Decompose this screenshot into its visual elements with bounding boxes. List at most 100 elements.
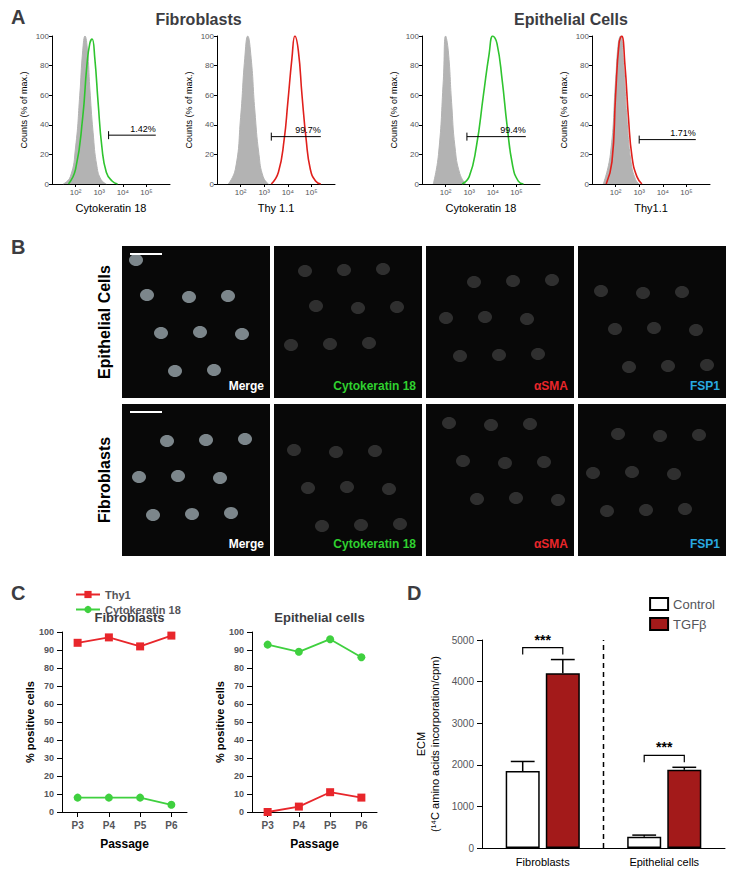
svg-text:αSMA: αSMA xyxy=(534,379,568,393)
svg-text:80: 80 xyxy=(410,61,419,70)
svg-text:D: D xyxy=(407,582,421,604)
svg-text:Fibroblasts: Fibroblasts xyxy=(94,610,164,625)
svg-text:40: 40 xyxy=(44,735,54,745)
svg-text:Passage: Passage xyxy=(290,837,339,851)
svg-text:***: *** xyxy=(535,632,552,648)
svg-text:60: 60 xyxy=(234,699,244,709)
svg-text:Counts (% of max.): Counts (% of max.) xyxy=(184,71,194,148)
svg-text:90: 90 xyxy=(234,645,244,655)
svg-text:10⁵: 10⁵ xyxy=(510,188,522,197)
svg-text:10²: 10² xyxy=(235,188,247,197)
svg-text:99.7%: 99.7% xyxy=(295,125,321,135)
svg-text:70: 70 xyxy=(234,681,244,691)
svg-text:0: 0 xyxy=(45,180,50,189)
svg-text:100: 100 xyxy=(39,627,54,637)
svg-text:1.42%: 1.42% xyxy=(130,124,156,134)
svg-text:C: C xyxy=(11,582,25,604)
svg-text:80: 80 xyxy=(580,61,589,70)
svg-text:10³: 10³ xyxy=(633,188,645,197)
svg-text:60: 60 xyxy=(410,91,419,100)
svg-text:30: 30 xyxy=(234,753,244,763)
svg-text:% positive cells: % positive cells xyxy=(214,681,226,763)
svg-text:99.4%: 99.4% xyxy=(500,125,526,135)
svg-text:70: 70 xyxy=(44,681,54,691)
svg-text:20: 20 xyxy=(580,150,589,159)
svg-text:P3: P3 xyxy=(262,820,275,831)
svg-text:Thy1.1: Thy1.1 xyxy=(634,202,668,214)
svg-text:% positive cells: % positive cells xyxy=(24,681,36,763)
svg-text:20: 20 xyxy=(205,150,214,159)
svg-text:Passage: Passage xyxy=(100,837,149,851)
svg-text:40: 40 xyxy=(580,120,589,129)
svg-text:Fibroblasts: Fibroblasts xyxy=(96,437,113,523)
svg-text:P5: P5 xyxy=(324,820,337,831)
svg-text:Cytokeratin 18: Cytokeratin 18 xyxy=(446,202,517,214)
svg-text:4000: 4000 xyxy=(452,676,475,687)
svg-text:Epithelial cells: Epithelial cells xyxy=(274,610,364,625)
svg-text:80: 80 xyxy=(40,61,49,70)
svg-text:P4: P4 xyxy=(103,820,116,831)
svg-text:Counts (% of max.): Counts (% of max.) xyxy=(389,71,399,148)
svg-text:Counts (% of max.): Counts (% of max.) xyxy=(559,71,569,148)
svg-text:10³: 10³ xyxy=(93,188,105,197)
svg-text:40: 40 xyxy=(234,735,244,745)
svg-text:1.71%: 1.71% xyxy=(670,128,696,138)
svg-text:10: 10 xyxy=(44,789,54,799)
svg-text:50: 50 xyxy=(44,717,54,727)
svg-text:Merge: Merge xyxy=(229,379,265,393)
svg-text:60: 60 xyxy=(580,91,589,100)
svg-text:80: 80 xyxy=(205,61,214,70)
svg-text:***: *** xyxy=(656,739,673,755)
svg-text:10: 10 xyxy=(234,789,244,799)
svg-text:90: 90 xyxy=(44,645,54,655)
svg-text:αSMA: αSMA xyxy=(534,537,568,551)
svg-text:FSP1: FSP1 xyxy=(690,537,720,551)
svg-text:5000: 5000 xyxy=(452,635,475,646)
svg-text:10³: 10³ xyxy=(463,188,475,197)
svg-text:Thy1: Thy1 xyxy=(105,589,131,601)
svg-text:100: 100 xyxy=(229,627,244,637)
svg-text:3000: 3000 xyxy=(452,718,475,729)
svg-text:100: 100 xyxy=(36,32,50,41)
svg-text:50: 50 xyxy=(234,717,244,727)
svg-text:ECM: ECM xyxy=(415,732,427,756)
svg-text:10⁴: 10⁴ xyxy=(487,188,500,197)
svg-text:Cytokeratin 18: Cytokeratin 18 xyxy=(333,537,416,551)
svg-text:Merge: Merge xyxy=(229,537,265,551)
svg-text:20: 20 xyxy=(410,150,419,159)
svg-text:Epithelial Cells: Epithelial Cells xyxy=(96,265,113,379)
svg-text:10⁵: 10⁵ xyxy=(140,188,152,197)
svg-text:Thy 1.1: Thy 1.1 xyxy=(258,202,295,214)
svg-text:10⁴: 10⁴ xyxy=(657,188,670,197)
svg-text:2000: 2000 xyxy=(452,759,475,770)
svg-text:Fibroblasts: Fibroblasts xyxy=(516,856,570,868)
svg-text:A: A xyxy=(11,6,25,28)
svg-text:60: 60 xyxy=(205,91,214,100)
svg-text:10⁵: 10⁵ xyxy=(305,188,317,197)
svg-text:30: 30 xyxy=(44,753,54,763)
svg-text:0: 0 xyxy=(415,180,420,189)
svg-text:1000: 1000 xyxy=(452,801,475,812)
svg-text:10⁴: 10⁴ xyxy=(117,188,130,197)
svg-text:0: 0 xyxy=(468,843,474,854)
svg-text:(¹⁴C amino acids incorporation: (¹⁴C amino acids incorporation/cpm) xyxy=(429,656,441,832)
svg-text:0: 0 xyxy=(585,180,590,189)
svg-text:0: 0 xyxy=(239,807,244,817)
svg-text:20: 20 xyxy=(234,771,244,781)
svg-text:20: 20 xyxy=(40,150,49,159)
svg-text:10²: 10² xyxy=(70,188,82,197)
svg-text:80: 80 xyxy=(234,663,244,673)
svg-text:Counts (% of max.): Counts (% of max.) xyxy=(19,71,29,148)
svg-text:P4: P4 xyxy=(293,820,306,831)
svg-text:P5: P5 xyxy=(134,820,147,831)
svg-text:Control: Control xyxy=(673,597,715,612)
svg-text:40: 40 xyxy=(410,120,419,129)
svg-text:10²: 10² xyxy=(610,188,622,197)
svg-text:Cytokeratin 18: Cytokeratin 18 xyxy=(76,202,147,214)
svg-text:P6: P6 xyxy=(355,820,368,831)
svg-text:Epithelial cells: Epithelial cells xyxy=(629,856,699,868)
svg-text:Cytokeratin 18: Cytokeratin 18 xyxy=(333,379,416,393)
svg-text:0: 0 xyxy=(210,180,215,189)
svg-text:Fibroblasts: Fibroblasts xyxy=(155,11,241,28)
svg-text:Epithelial Cells: Epithelial Cells xyxy=(514,11,628,28)
